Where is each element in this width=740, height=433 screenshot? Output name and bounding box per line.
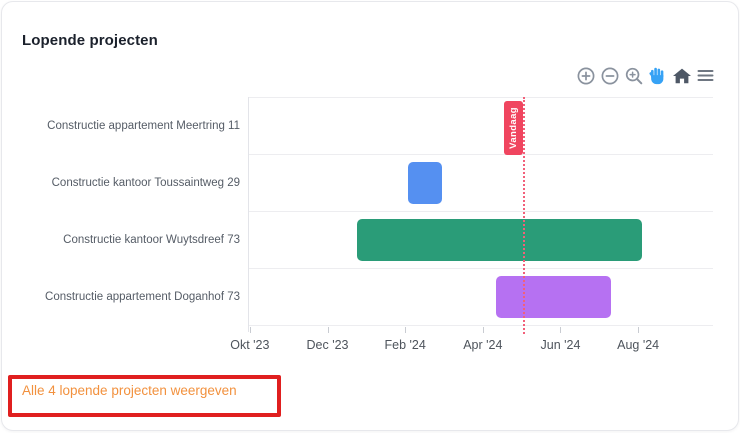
x-axis-label: Jun '24 (540, 338, 581, 352)
y-axis-label: Constructie appartement Doganhof 73 (45, 290, 240, 303)
x-axis-tick (482, 327, 484, 333)
gridline (248, 268, 713, 269)
chart-toolbar (575, 65, 716, 89)
zoom-in-icon (576, 66, 596, 89)
home-icon (672, 66, 692, 89)
home-button[interactable] (671, 65, 692, 89)
pan-hand-icon (647, 65, 668, 89)
box-zoom-button[interactable] (623, 65, 644, 89)
y-axis-line (248, 97, 249, 332)
today-marker-pill: Vandaag (503, 101, 523, 155)
gridline (248, 325, 713, 326)
x-axis-tick (638, 327, 640, 333)
x-axis-tick (249, 327, 251, 333)
x-axis-label: Dec '23 (306, 338, 349, 352)
y-axis-label: Constructie appartement Meertring 11 (47, 119, 240, 132)
x-axis-label: Okt '23 (230, 338, 270, 352)
menu-icon (696, 66, 715, 88)
menu-button[interactable] (695, 65, 716, 89)
pan-button[interactable] (647, 65, 668, 89)
today-marker-label: Vandaag (507, 107, 519, 149)
gridline (248, 211, 713, 212)
zoom-out-icon (600, 66, 620, 89)
page-title: Lopende projecten (22, 32, 158, 49)
gridline (248, 154, 713, 155)
zoom-out-button[interactable] (599, 65, 620, 89)
gridline (248, 97, 713, 98)
box-zoom-icon (624, 66, 644, 89)
today-line (522, 97, 525, 334)
y-axis-label: Constructie kantoor Toussaintweg 29 (51, 176, 240, 189)
y-axis-label: Constructie kantoor Wuytsdreef 73 (63, 233, 240, 246)
gantt-bar[interactable] (407, 161, 442, 204)
x-axis-label: Apr '24 (463, 338, 503, 352)
x-axis-tick (560, 327, 562, 333)
zoom-in-button[interactable] (575, 65, 596, 89)
x-axis-label: Feb '24 (384, 338, 426, 352)
x-axis-label: Aug '24 (617, 338, 660, 352)
show-all-projects-link[interactable]: Alle 4 lopende projecten weergeven (22, 383, 237, 398)
gantt-bar[interactable] (356, 218, 642, 261)
x-axis-tick (327, 327, 329, 333)
gantt-bar[interactable] (495, 275, 612, 318)
x-axis-tick (405, 327, 407, 333)
